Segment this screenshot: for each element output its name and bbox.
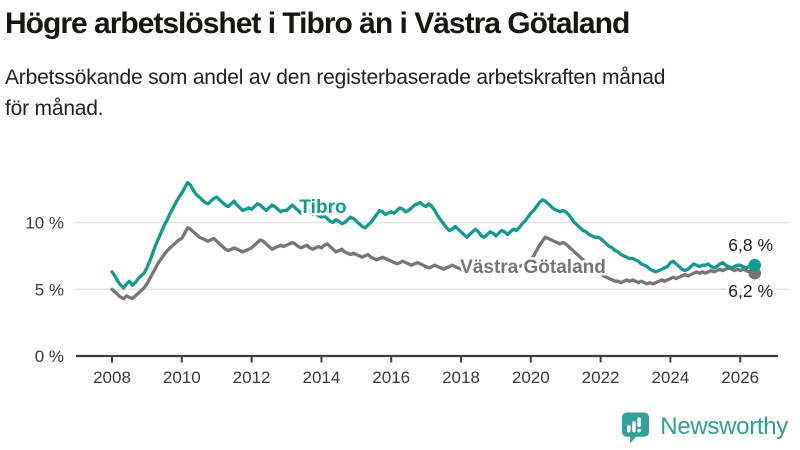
chart-subtitle-line-1: Arbetssökande som andel av den registerb…: [5, 66, 666, 89]
x-tick-label-2020: 2020: [512, 368, 550, 387]
brand-footer: Newsworthy: [620, 410, 788, 444]
x-tick-label-2016: 2016: [372, 368, 410, 387]
x-tick-label-2008: 2008: [93, 368, 131, 387]
x-tick-label-2010: 2010: [163, 368, 201, 387]
y-tick-label-5pct: 5 %: [35, 280, 64, 299]
chart-title: Högre arbetslöshet i Tibro än i Västra G…: [5, 7, 630, 40]
newsworthy-logo-icon: [622, 412, 650, 444]
series-line-v-stra-g-taland: [110, 226, 757, 301]
x-tick-label-2026: 2026: [721, 368, 759, 387]
series-label-v-stra-g-taland: Västra Götaland: [460, 257, 606, 278]
logo-bar-tall: [632, 421, 636, 433]
y-tick-label-0pct: 0 %: [35, 347, 64, 366]
series-line-tibro: [110, 180, 757, 290]
chart-labels: Tibro Västra Götaland 6,8 % 6,2 %: [297, 195, 776, 304]
end-value-label-tibro: 6,8 %: [728, 235, 773, 255]
logo-exclamation-stem: [637, 417, 642, 427]
x-tick-label-2018: 2018: [442, 368, 480, 387]
series-lines: [110, 180, 762, 301]
x-axis: 2008 2010 2012 2014 2016 2018 2020 2022 2024 2026: [76, 354, 778, 387]
logo-bar-short: [627, 425, 631, 433]
chart-subtitle: Arbetssökande som andel av den registerb…: [5, 62, 797, 124]
logo-exclamation-dot: [637, 428, 642, 433]
brand-name: Newsworthy: [660, 413, 788, 440]
x-tick-label-2012: 2012: [233, 368, 271, 387]
gridlines: 10 % 5 % 0 %: [25, 214, 790, 366]
series-end-dot-tibro: [748, 258, 762, 272]
end-value-label-v-stra-g-taland: 6,2 %: [728, 281, 773, 301]
x-tick-label-2022: 2022: [582, 368, 620, 387]
x-tick-label-2024: 2024: [651, 368, 689, 387]
x-tick-label-2014: 2014: [302, 368, 340, 387]
series-label-tibro: Tibro: [299, 197, 346, 218]
chart-header: Högre arbetslöshet i Tibro än i Västra G…: [0, 0, 797, 124]
y-tick-label-10pct: 10 %: [25, 214, 64, 233]
chart-subtitle-line-2: för månad.: [5, 97, 104, 120]
